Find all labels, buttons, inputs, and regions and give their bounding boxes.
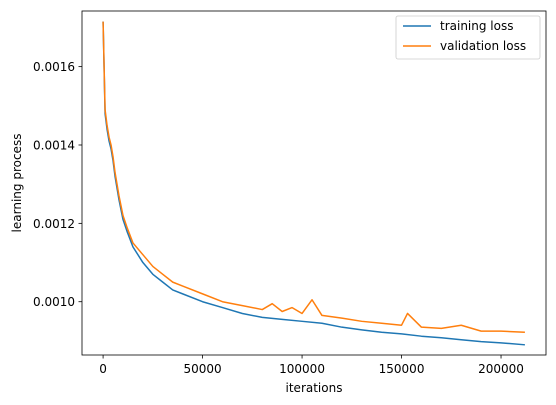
x-tick-label: 0 — [99, 362, 107, 376]
plot-frame — [81, 10, 547, 356]
x-tick-label: 50000 — [183, 362, 221, 376]
x-axis-title: iterations — [286, 381, 343, 395]
y-tick-label: 0.0014 — [33, 138, 75, 152]
y-axis: 0.0010 0.0012 0.0014 0.0016 — [33, 60, 82, 309]
x-tick-label: 200000 — [478, 362, 524, 376]
y-tick-label: 0.0012 — [33, 217, 75, 231]
legend-label-training-loss: training loss — [440, 19, 513, 33]
x-tick-label: 150000 — [379, 362, 425, 376]
legend: training loss validation loss — [395, 15, 541, 60]
y-tick-label: 0.0010 — [33, 295, 75, 309]
legend-box — [395, 15, 541, 60]
x-axis: 0 50000 100000 150000 200000 — [99, 355, 524, 376]
series-line-validation-loss — [102, 21, 525, 334]
series-layer — [102, 21, 525, 346]
y-axis-title: learning process — [10, 134, 24, 233]
plot-background — [82, 11, 546, 355]
x-tick-label: 100000 — [279, 362, 325, 376]
y-tick-label: 0.0016 — [33, 60, 75, 74]
legend-label-validation-loss: validation loss — [440, 39, 526, 53]
